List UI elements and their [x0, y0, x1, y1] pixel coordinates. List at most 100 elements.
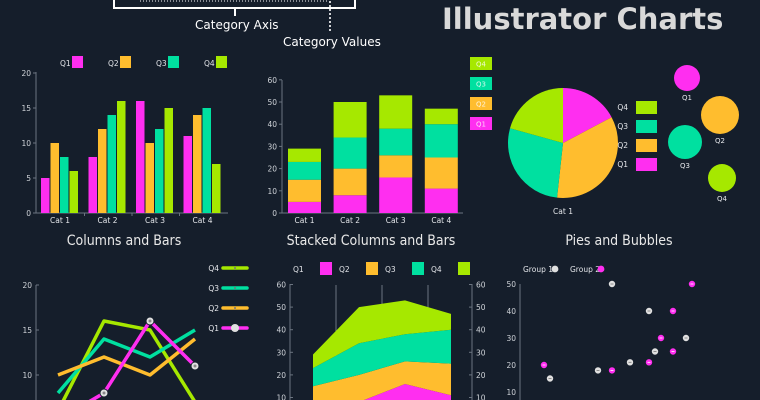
svg-text:Q3: Q3	[156, 59, 167, 68]
bubble-Q4	[708, 164, 736, 192]
area-Q2	[313, 361, 451, 400]
pie-slice-Q2	[557, 117, 618, 198]
stacked-columns-chart: 0 10 20 30 40 50 60 Cat 1 Cat 2 Cat 3 Cat 4 Q4 Q3 Q2 Q…	[267, 57, 492, 225]
area-Q3	[313, 329, 451, 387]
columns-chart: 0 5 10 15 20 Cat 1 Cat 2 Cat 3 Cat 4 Q1 Q2 Q3 Q4	[21, 56, 228, 225]
svg-text:30: 30	[276, 348, 286, 357]
section-title-columns: Columns and Bars	[66, 233, 182, 249]
bar-Q3-2	[155, 129, 164, 213]
bar-Q2-2	[145, 143, 154, 213]
stack-Q3-1	[333, 137, 367, 169]
svg-text:Q3: Q3	[208, 284, 219, 293]
svg-text:60: 60	[276, 281, 286, 290]
svg-text:50: 50	[506, 280, 516, 289]
svg-text:20: 20	[267, 165, 277, 174]
svg-text:Q4: Q4	[717, 195, 728, 203]
svg-text:10: 10	[21, 139, 31, 148]
svg-text:15: 15	[22, 326, 32, 335]
bar-Q3-3	[202, 108, 211, 213]
svg-text:Q1: Q1	[60, 59, 71, 68]
svg-text:10: 10	[476, 394, 486, 400]
bar-Q4-2	[164, 108, 173, 213]
svg-text:15: 15	[21, 104, 31, 113]
svg-text:30: 30	[506, 334, 516, 343]
bar-Q3-0	[60, 157, 69, 213]
area-chart: 10 10 20 20 30 30 40 40 50 50 60 60 Q1 Q2 Q3 Q4	[276, 262, 486, 400]
svg-text:10: 10	[267, 187, 277, 196]
stack-Q3-3	[424, 124, 458, 158]
svg-text:Q1: Q1	[682, 94, 692, 102]
svg-text:Q1: Q1	[476, 121, 486, 129]
category-values-annotation: Category Values	[283, 35, 381, 49]
svg-text:Q2: Q2	[715, 137, 725, 145]
svg-text:Q4: Q4	[431, 265, 442, 274]
stack-Q1-3	[424, 188, 458, 213]
svg-text:50: 50	[267, 98, 277, 107]
line-chart: 10 15 20 Q4 Q3 Q2 Q1	[22, 264, 249, 400]
svg-text:20: 20	[21, 69, 31, 78]
svg-text:Q4: Q4	[476, 61, 487, 69]
area-Q4	[313, 300, 451, 369]
svg-text:50: 50	[476, 303, 486, 312]
bar-Q4-3	[212, 164, 221, 213]
svg-text:20: 20	[476, 371, 486, 380]
section-title-pies: Pies and Bubbles	[565, 233, 673, 249]
svg-text:Q2: Q2	[476, 101, 486, 109]
stack-Q4-0	[288, 148, 321, 162]
svg-text:Cat 2: Cat 2	[98, 216, 118, 225]
svg-text:Q2: Q2	[108, 59, 119, 68]
svg-text:Q3: Q3	[680, 162, 690, 170]
svg-text:Q3: Q3	[476, 81, 486, 89]
svg-text:40: 40	[506, 307, 516, 316]
stack-Q2-0	[288, 179, 321, 202]
svg-text:Cat 1: Cat 1	[553, 207, 573, 216]
area-Q1	[364, 383, 451, 400]
pie-slice-Q3	[508, 128, 563, 198]
svg-text:Q1: Q1	[293, 265, 304, 274]
svg-text:Q2: Q2	[208, 304, 219, 313]
svg-text:Cat 4: Cat 4	[431, 216, 451, 225]
svg-text:Cat 1: Cat 1	[50, 216, 70, 225]
page-title: Illustrator Charts	[442, 2, 724, 36]
svg-text:10: 10	[22, 371, 32, 380]
svg-text:40: 40	[267, 120, 277, 129]
bar-Q3-1	[107, 115, 116, 213]
bar-Q4-0	[69, 171, 78, 213]
pie-slice-Q1	[563, 88, 612, 143]
svg-text:Q4: Q4	[208, 264, 219, 273]
stack-Q3-2	[379, 128, 413, 156]
line-Q2	[57, 337, 197, 377]
svg-text:30: 30	[476, 348, 486, 357]
stack-Q2-2	[379, 155, 413, 178]
stack-Q4-3	[424, 108, 458, 125]
bar-Q2-0	[50, 143, 59, 213]
svg-text:50: 50	[276, 303, 286, 312]
svg-text:0: 0	[26, 209, 31, 218]
pie-chart: Cat 1 Q4 Q3 Q2 Q1	[508, 88, 657, 216]
svg-text:20: 20	[276, 371, 286, 380]
bar-Q1-2	[136, 101, 145, 213]
svg-text:10: 10	[506, 388, 516, 397]
svg-text:Q1: Q1	[617, 160, 628, 169]
bar-Q1-0	[41, 178, 50, 213]
svg-text:20: 20	[506, 361, 516, 370]
svg-text:Cat 3: Cat 3	[386, 216, 406, 225]
bar-Q1-3	[183, 136, 192, 213]
stack-Q4-2	[379, 95, 413, 129]
bar-Q1-1	[88, 157, 97, 213]
stack-Q4-1	[333, 102, 367, 138]
stack-Q3-0	[288, 161, 321, 180]
stack-Q2-3	[424, 157, 458, 189]
svg-text:5: 5	[26, 174, 31, 183]
stack-Q1-2	[379, 177, 413, 213]
line-Q1	[88, 319, 197, 400]
svg-text:Q1: Q1	[208, 324, 219, 333]
stack-Q2-1	[333, 168, 367, 196]
svg-text:Q3: Q3	[617, 122, 628, 131]
svg-text:Cat 1: Cat 1	[295, 216, 315, 225]
svg-text:60: 60	[476, 281, 486, 290]
svg-text:20: 20	[22, 281, 32, 290]
bar-Q2-1	[98, 129, 107, 213]
